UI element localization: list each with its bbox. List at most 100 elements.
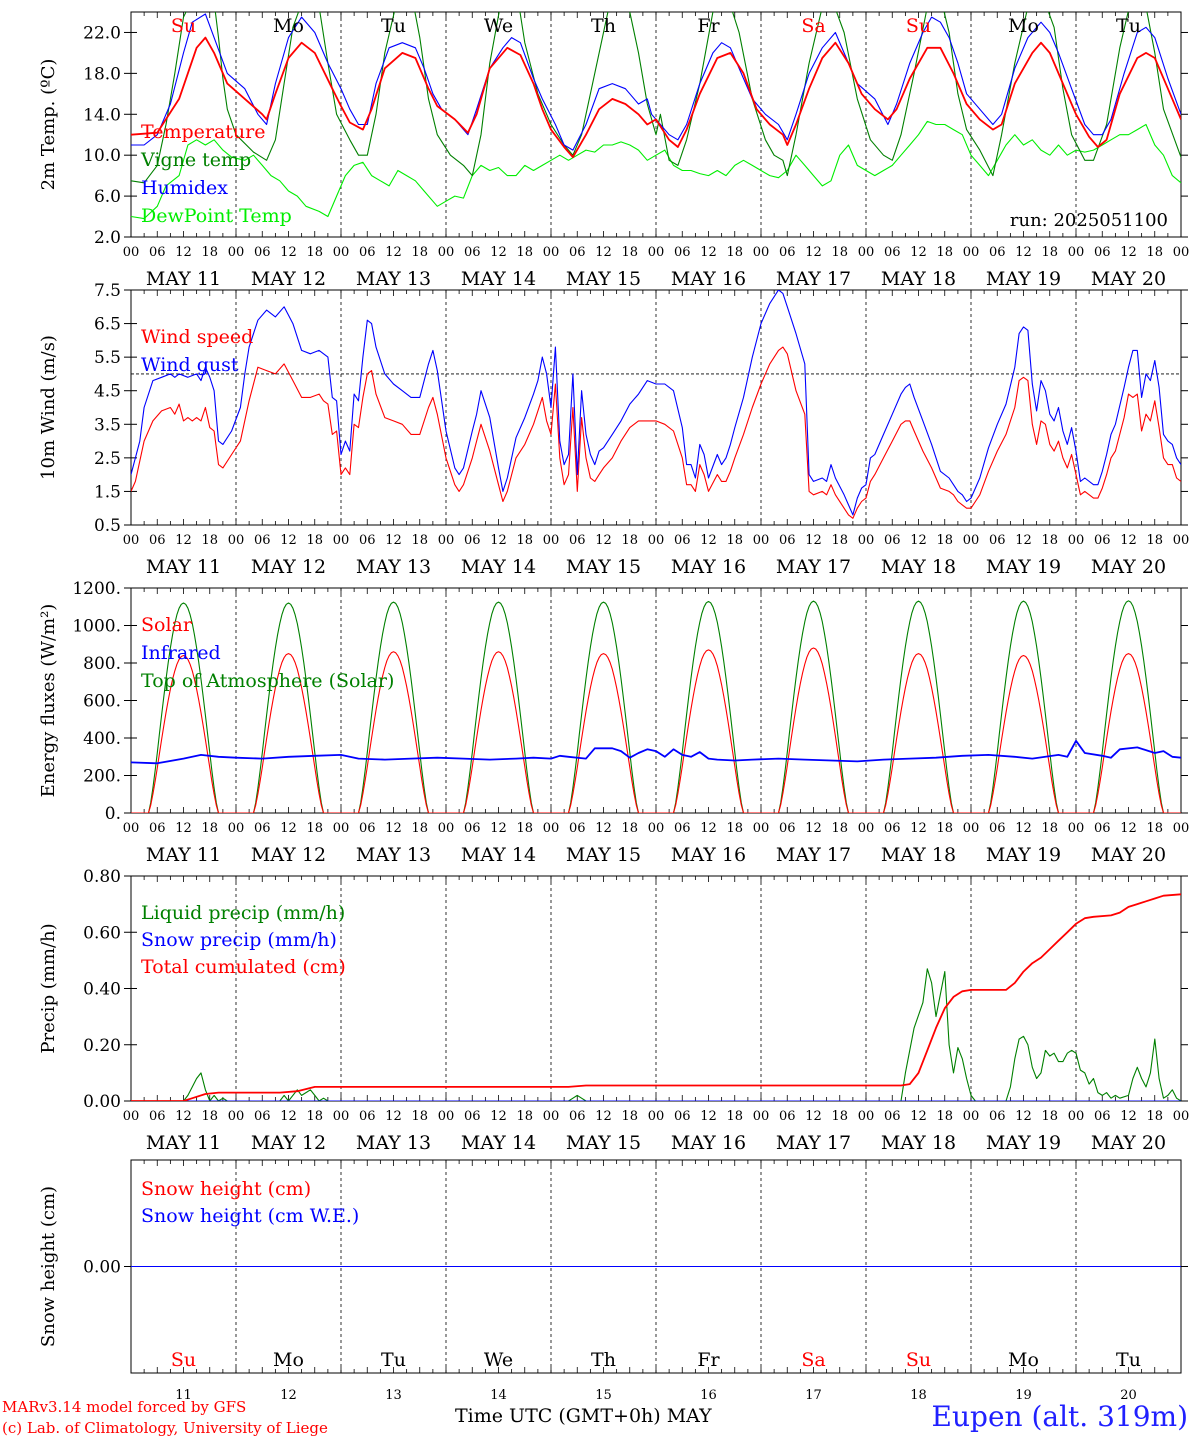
weekday-label: Mo (1008, 15, 1039, 37)
hour-tick-label: 18 (1146, 1109, 1163, 1124)
legend-entry: Infrared (141, 642, 221, 664)
hour-tick-label: 06 (569, 533, 586, 548)
day-number-label: 19 (1015, 1388, 1032, 1403)
hour-tick-label: 12 (1120, 821, 1137, 836)
hour-tick-label: 18 (831, 245, 848, 260)
y-axis-label: Energy fluxes (W/m²) (38, 604, 59, 798)
y-tick-label: 1000. (72, 617, 121, 637)
date-label: MAY 11 (146, 556, 221, 578)
y-tick-label: 3.5 (94, 415, 121, 435)
hour-tick-label: 12 (385, 821, 402, 836)
day-number-label: 17 (805, 1388, 822, 1403)
hour-tick-label: 00 (1068, 533, 1085, 548)
hour-tick-label: 00 (333, 245, 350, 260)
date-label: MAY 19 (986, 556, 1061, 578)
hour-tick-label: 06 (1094, 245, 1111, 260)
hour-tick-label: 06 (254, 1109, 271, 1124)
date-label: MAY 17 (776, 1132, 851, 1154)
hour-tick-label: 00 (228, 533, 245, 548)
weekday-label: Th (591, 1349, 616, 1371)
hour-tick-label: 12 (1015, 533, 1032, 548)
hour-tick-label: 00 (543, 1109, 560, 1124)
series-top-of-atmosphere-solar- (131, 600, 1181, 813)
hour-tick-label: 00 (963, 533, 980, 548)
day-number-label: 18 (910, 1388, 927, 1403)
day-number-label: 13 (385, 1388, 402, 1403)
date-label: MAY 11 (146, 268, 221, 290)
series-wind-gust (131, 290, 1181, 516)
wind-panel: 0.5 1.5 2.5 3.5 4.5 5.5 6.5 7.5 10m Wind (m/s) 00… (38, 281, 1189, 578)
date-label: MAY 13 (356, 844, 431, 866)
weekday-label: We (484, 1349, 513, 1371)
date-label: MAY 18 (881, 844, 956, 866)
hour-tick-label: 12 (175, 1109, 192, 1124)
hour-tick-label: 12 (805, 821, 822, 836)
legend-entry: Wind gust (141, 354, 239, 376)
hour-tick-label: 00 (228, 821, 245, 836)
hour-tick-label: 06 (989, 1109, 1006, 1124)
date-label: MAY 17 (776, 844, 851, 866)
weekday-label: Tu (1116, 1349, 1141, 1371)
legend-entry: Humidex (141, 177, 228, 199)
date-label: MAY 16 (671, 556, 746, 578)
hour-tick-label: 12 (910, 245, 927, 260)
hour-tick-label: 06 (464, 533, 481, 548)
weekday-label: Sa (801, 15, 825, 37)
day-number-label: 14 (490, 1388, 507, 1403)
date-label: MAY 16 (671, 1132, 746, 1154)
hour-tick-label: 00 (333, 821, 350, 836)
date-label: MAY 15 (566, 1132, 641, 1154)
hour-tick-label: 18 (516, 821, 533, 836)
day-number-label: 16 (700, 1388, 717, 1403)
hour-tick-label: 12 (490, 821, 507, 836)
hour-tick-label: 00 (123, 821, 140, 836)
hour-tick-label: 12 (700, 533, 717, 548)
series-humidex (131, 13, 1181, 151)
date-label: MAY 19 (986, 844, 1061, 866)
y-tick-label: 2.5 (94, 449, 121, 469)
hour-tick-label: 12 (490, 245, 507, 260)
legend-entry: Temperature (141, 121, 265, 143)
plot-frame (130, 11, 1182, 238)
temperature-panel: 2.0 6.0 10.0 14.0 18.0 22.0 2m Temp. (ºC) 00 06 1… (38, 11, 1190, 290)
hour-tick-label: 06 (884, 821, 901, 836)
hour-tick-label: 00 (438, 1109, 455, 1124)
y-tick-label: 14.0 (83, 105, 121, 125)
date-label: MAY 12 (251, 556, 326, 578)
y-tick-label: 18.0 (83, 64, 121, 84)
hour-tick-label: 18 (516, 1109, 533, 1124)
hour-tick-label: 00 (963, 1109, 980, 1124)
hour-tick-label: 18 (726, 821, 743, 836)
hour-tick-label: 18 (201, 533, 218, 548)
hour-tick-label: 12 (700, 1109, 717, 1124)
hour-tick-label: 00 (123, 533, 140, 548)
hour-tick-label: 18 (936, 1109, 953, 1124)
date-label: MAY 19 (986, 268, 1061, 290)
legend-entry: Vigne temp (140, 149, 251, 171)
weekday-label: Tu (381, 15, 406, 37)
hour-tick-label: 18 (1146, 821, 1163, 836)
hour-tick-label: 00 (648, 1109, 665, 1124)
hour-tick-label: 06 (464, 821, 481, 836)
hour-tick-label: 00 (1173, 245, 1190, 260)
day-number-label: 12 (280, 1388, 297, 1403)
weekday-label: Mo (273, 1349, 304, 1371)
y-tick-label: 0.40 (83, 980, 121, 1000)
hour-tick-label: 06 (254, 821, 271, 836)
precip-panel: 0.00 0.20 0.40 0.60 0.80 Precip (mm/h) 00 06 12 1… (38, 867, 1189, 1154)
hour-tick-label: 12 (595, 533, 612, 548)
date-label: MAY 17 (776, 556, 851, 578)
hour-tick-label: 06 (359, 1109, 376, 1124)
hour-tick-label: 00 (228, 1109, 245, 1124)
hour-tick-label: 00 (1173, 533, 1190, 548)
hour-tick-label: 12 (910, 533, 927, 548)
weekday-label: Su (906, 1349, 931, 1371)
hour-tick-label: 18 (306, 533, 323, 548)
date-label: MAY 13 (356, 1132, 431, 1154)
date-label: MAY 20 (1091, 556, 1166, 578)
hour-tick-label: 06 (674, 821, 691, 836)
weekday-label: Su (171, 15, 196, 37)
y-tick-label: 1.5 (94, 482, 121, 502)
hour-tick-label: 06 (149, 533, 166, 548)
hour-tick-label: 18 (621, 1109, 638, 1124)
